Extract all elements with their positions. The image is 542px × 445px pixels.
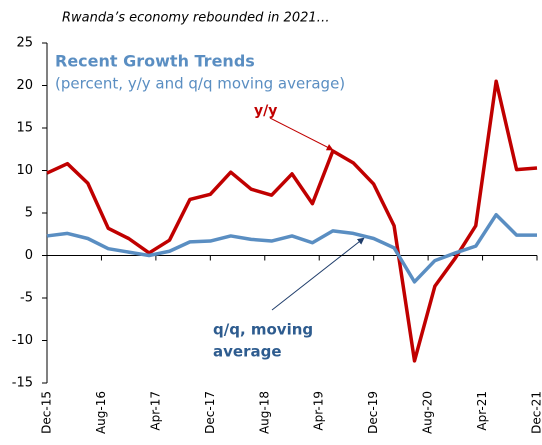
y-tick-label: 0 <box>25 248 33 263</box>
x-tick-label: Dec-17 <box>203 391 217 434</box>
x-tick-label: Dec-15 <box>40 391 54 434</box>
series-line <box>46 212 537 284</box>
annotation-arrow <box>269 117 334 151</box>
y-tick-label: 25 <box>16 36 33 51</box>
x-tick-label: Dec-19 <box>366 391 380 434</box>
annotation: average <box>213 343 282 361</box>
x-tick-label: Aug-20 <box>421 391 435 434</box>
y-tick-label: 10 <box>16 163 33 178</box>
series-line <box>46 79 538 363</box>
y-tick-label: 15 <box>16 121 33 136</box>
y-tick-label: -5 <box>20 291 33 306</box>
chart-title: Rwanda’s economy rebounded in 2021… <box>62 11 330 26</box>
y-tick-label: -15 <box>12 376 33 391</box>
x-tick-label: Apr-21 <box>475 391 489 431</box>
x-tick-label: Aug-18 <box>257 391 271 434</box>
annotation: y/y <box>254 103 277 119</box>
annotation: q/q, moving <box>213 321 313 339</box>
y-tick-label: 5 <box>25 206 33 221</box>
x-tick-label: Apr-19 <box>312 391 326 431</box>
x-tick-label: Apr-17 <box>148 391 162 431</box>
y-tick-label: 20 <box>16 78 33 93</box>
y-tick-label: -10 <box>12 333 33 348</box>
x-tick-label: Dec-21 <box>530 391 542 434</box>
note: (percent, y/y and q/q moving average) <box>55 75 345 93</box>
subtitle: Recent Growth Trends <box>55 52 255 71</box>
x-tick-label: Aug-16 <box>94 391 108 434</box>
annotation-arrow <box>271 237 365 311</box>
